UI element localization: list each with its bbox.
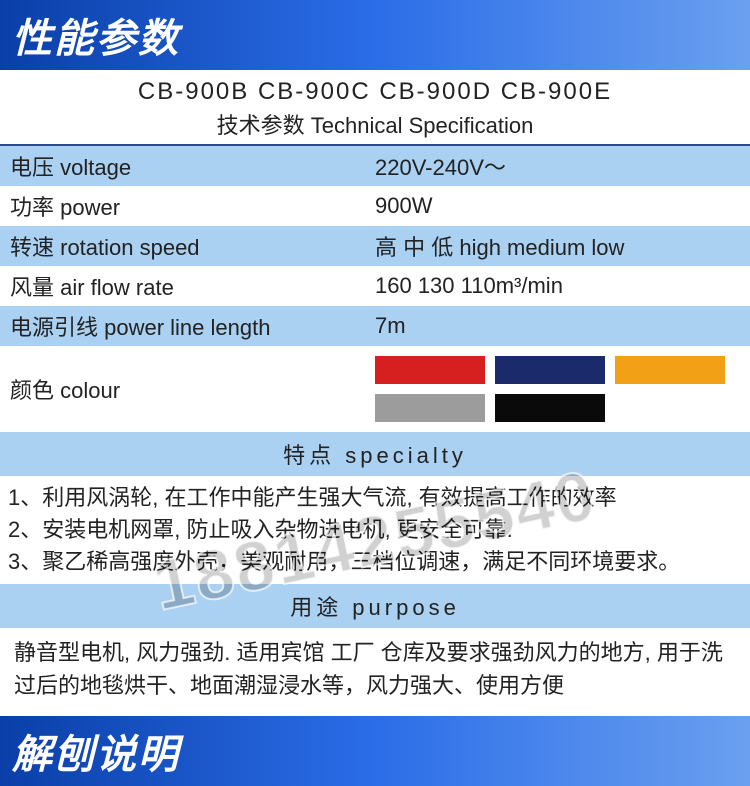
technical-spec-block: CB-900B CB-900C CB-900D CB-900E 技术参数 Tec… bbox=[0, 70, 750, 432]
specialty-heading: 特点 specialty bbox=[0, 432, 750, 476]
specialty-line-2: 2、安装电机网罩, 防止吸入杂物进电机, 更安全可靠. bbox=[8, 514, 742, 546]
color-swatch bbox=[375, 394, 485, 422]
spec-value: 160 130 110m³/min bbox=[375, 273, 750, 299]
spec-label: 电压 voltage bbox=[0, 150, 375, 182]
color-swatch bbox=[615, 356, 725, 384]
specialty-line-1: 1、利用风涡轮, 在工作中能产生强大气流, 有效提高工作的效率 bbox=[8, 482, 742, 514]
color-swatch bbox=[495, 394, 605, 422]
spec-row-voltage: 电压 voltage 220V-240V～ bbox=[0, 146, 750, 186]
color-swatch bbox=[375, 356, 485, 384]
spec-subtitle: 技术参数 Technical Specification bbox=[0, 108, 750, 140]
header-title-2: 解刨说明 bbox=[12, 722, 738, 780]
spec-row-rotation: 转速 rotation speed 高 中 低 high medium low bbox=[0, 226, 750, 266]
spec-row-power: 功率 power 900W bbox=[0, 186, 750, 226]
colour-swatches bbox=[375, 350, 750, 428]
header-band-bottom: 解刨说明 bbox=[0, 716, 750, 786]
spec-title-row: CB-900B CB-900C CB-900D CB-900E 技术参数 Tec… bbox=[0, 70, 750, 146]
purpose-heading: 用途 purpose bbox=[0, 584, 750, 628]
specialty-line-3: 3、聚乙稀高强度外壳，美观耐用，三档位调速，满足不同环境要求。 bbox=[8, 546, 742, 578]
spec-value: 7m bbox=[375, 313, 750, 339]
spec-label: 转速 rotation speed bbox=[0, 230, 375, 262]
spec-value: 220V-240V～ bbox=[375, 150, 750, 182]
spec-row-airflow: 风量 air flow rate 160 130 110m³/min bbox=[0, 266, 750, 306]
spec-row-powerline: 电源引线 power line length 7m bbox=[0, 306, 750, 346]
spec-models: CB-900B CB-900C CB-900D CB-900E bbox=[0, 78, 750, 106]
color-swatch bbox=[495, 356, 605, 384]
spec-label: 风量 air flow rate bbox=[0, 270, 375, 302]
spec-label: 电源引线 power line length bbox=[0, 310, 375, 342]
header-title-1: 性能参数 bbox=[12, 6, 738, 64]
spec-label-colour: 颜色 colour bbox=[0, 373, 375, 405]
purpose-block: 静音型电机, 风力强劲. 适用宾馆 工厂 仓库及要求强劲风力的地方, 用于洗过后… bbox=[0, 628, 750, 716]
purpose-text: 静音型电机, 风力强劲. 适用宾馆 工厂 仓库及要求强劲风力的地方, 用于洗过后… bbox=[14, 636, 736, 702]
spec-label: 功率 power bbox=[0, 190, 375, 222]
spec-value: 高 中 低 high medium low bbox=[375, 230, 750, 262]
spec-value: 900W bbox=[375, 193, 750, 219]
spec-row-colour: 颜色 colour bbox=[0, 346, 750, 432]
specialty-block: 1、利用风涡轮, 在工作中能产生强大气流, 有效提高工作的效率 2、安装电机网罩… bbox=[0, 476, 750, 584]
header-band-top: 性能参数 bbox=[0, 0, 750, 70]
